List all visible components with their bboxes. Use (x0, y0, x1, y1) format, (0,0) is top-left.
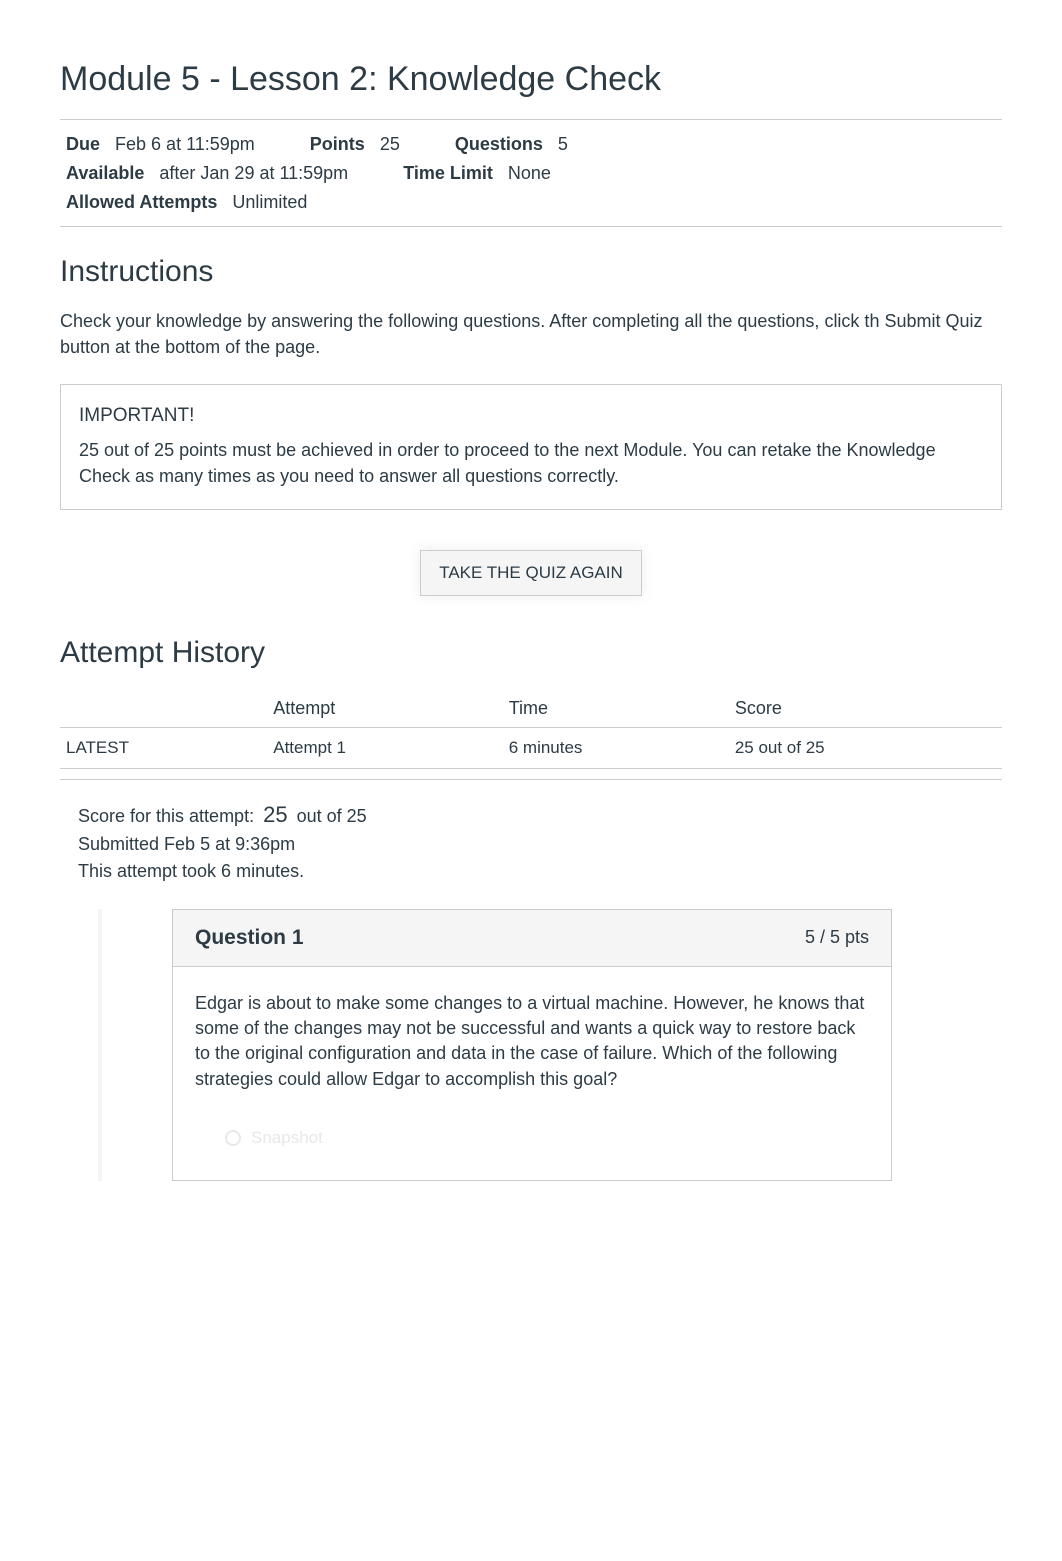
question-card: Question 1 5 / 5 pts Edgar is about to m… (98, 909, 1002, 1181)
meta-points: Points 25 (310, 130, 400, 159)
meta-due-label: Due (66, 134, 100, 154)
score-value: 25 (259, 802, 291, 827)
meta-timelimit-label: Time Limit (403, 163, 493, 183)
score-label: Score for this attempt: (78, 806, 254, 826)
important-title: IMPORTANT! (79, 405, 983, 427)
col-blank (60, 690, 267, 728)
question-header: Question 1 5 / 5 pts (173, 910, 891, 967)
meta-timelimit: Time Limit None (403, 159, 551, 188)
question-body: Edgar is about to make some changes to a… (173, 967, 891, 1180)
col-attempt: Attempt (267, 690, 503, 728)
page-title: Module 5 - Lesson 2: Knowledge Check (60, 60, 1002, 99)
submitted-line: Submitted Feb 5 at 9:36pm (78, 831, 984, 858)
meta-points-value: 25 (380, 134, 400, 154)
attempt-score: 25 out of 25 (729, 727, 1002, 768)
meta-attempts-value: Unlimited (232, 192, 307, 212)
latest-badge: LATEST (60, 727, 267, 768)
meta-questions: Questions 5 (455, 130, 568, 159)
radio-icon (225, 1130, 241, 1146)
meta-timelimit-value: None (508, 163, 551, 183)
answer-text: Snapshot (251, 1126, 323, 1150)
meta-available: Available after Jan 29 at 11:59pm (66, 159, 348, 188)
instructions-body: Check your knowledge by answering the fo… (60, 309, 1002, 359)
meta-attempts: Allowed Attempts Unlimited (66, 188, 307, 217)
meta-due: Due Feb 6 at 11:59pm (66, 130, 255, 159)
meta-available-label: Available (66, 163, 144, 183)
col-time: Time (503, 690, 729, 728)
meta-available-value: after Jan 29 at 11:59pm (159, 163, 348, 183)
important-box: IMPORTANT! 25 out of 25 points must be a… (60, 384, 1002, 510)
meta-points-label: Points (310, 134, 365, 154)
table-row[interactable]: LATEST Attempt 1 6 minutes 25 out of 25 (60, 727, 1002, 768)
question-title: Question 1 (195, 926, 304, 950)
take-quiz-again-button[interactable]: TAKE THE QUIZ AGAIN (420, 550, 642, 596)
answer-option: Snapshot (225, 1126, 869, 1150)
table-header-row: Attempt Time Score (60, 690, 1002, 728)
duration-line: This attempt took 6 minutes. (78, 858, 984, 885)
quiz-meta-bar: Due Feb 6 at 11:59pm Points 25 Questions… (60, 119, 1002, 227)
score-suffix: out of 25 (297, 806, 367, 826)
meta-questions-value: 5 (558, 134, 568, 154)
score-summary: Score for this attempt: 25 out of 25 Sub… (60, 779, 1002, 895)
question-text: Edgar is about to make some changes to a… (195, 991, 869, 1092)
attempt-history-heading: Attempt History (60, 636, 1002, 670)
meta-questions-label: Questions (455, 134, 543, 154)
attempt-link[interactable]: Attempt 1 (267, 727, 503, 768)
col-score: Score (729, 690, 1002, 728)
attempt-history-table: Attempt Time Score LATEST Attempt 1 6 mi… (60, 690, 1002, 769)
attempt-time: 6 minutes (503, 727, 729, 768)
meta-due-value: Feb 6 at 11:59pm (115, 134, 255, 154)
instructions-heading: Instructions (60, 255, 1002, 289)
question-points: 5 / 5 pts (805, 927, 869, 948)
important-body: 25 out of 25 points must be achieved in … (79, 437, 983, 489)
meta-attempts-label: Allowed Attempts (66, 192, 217, 212)
